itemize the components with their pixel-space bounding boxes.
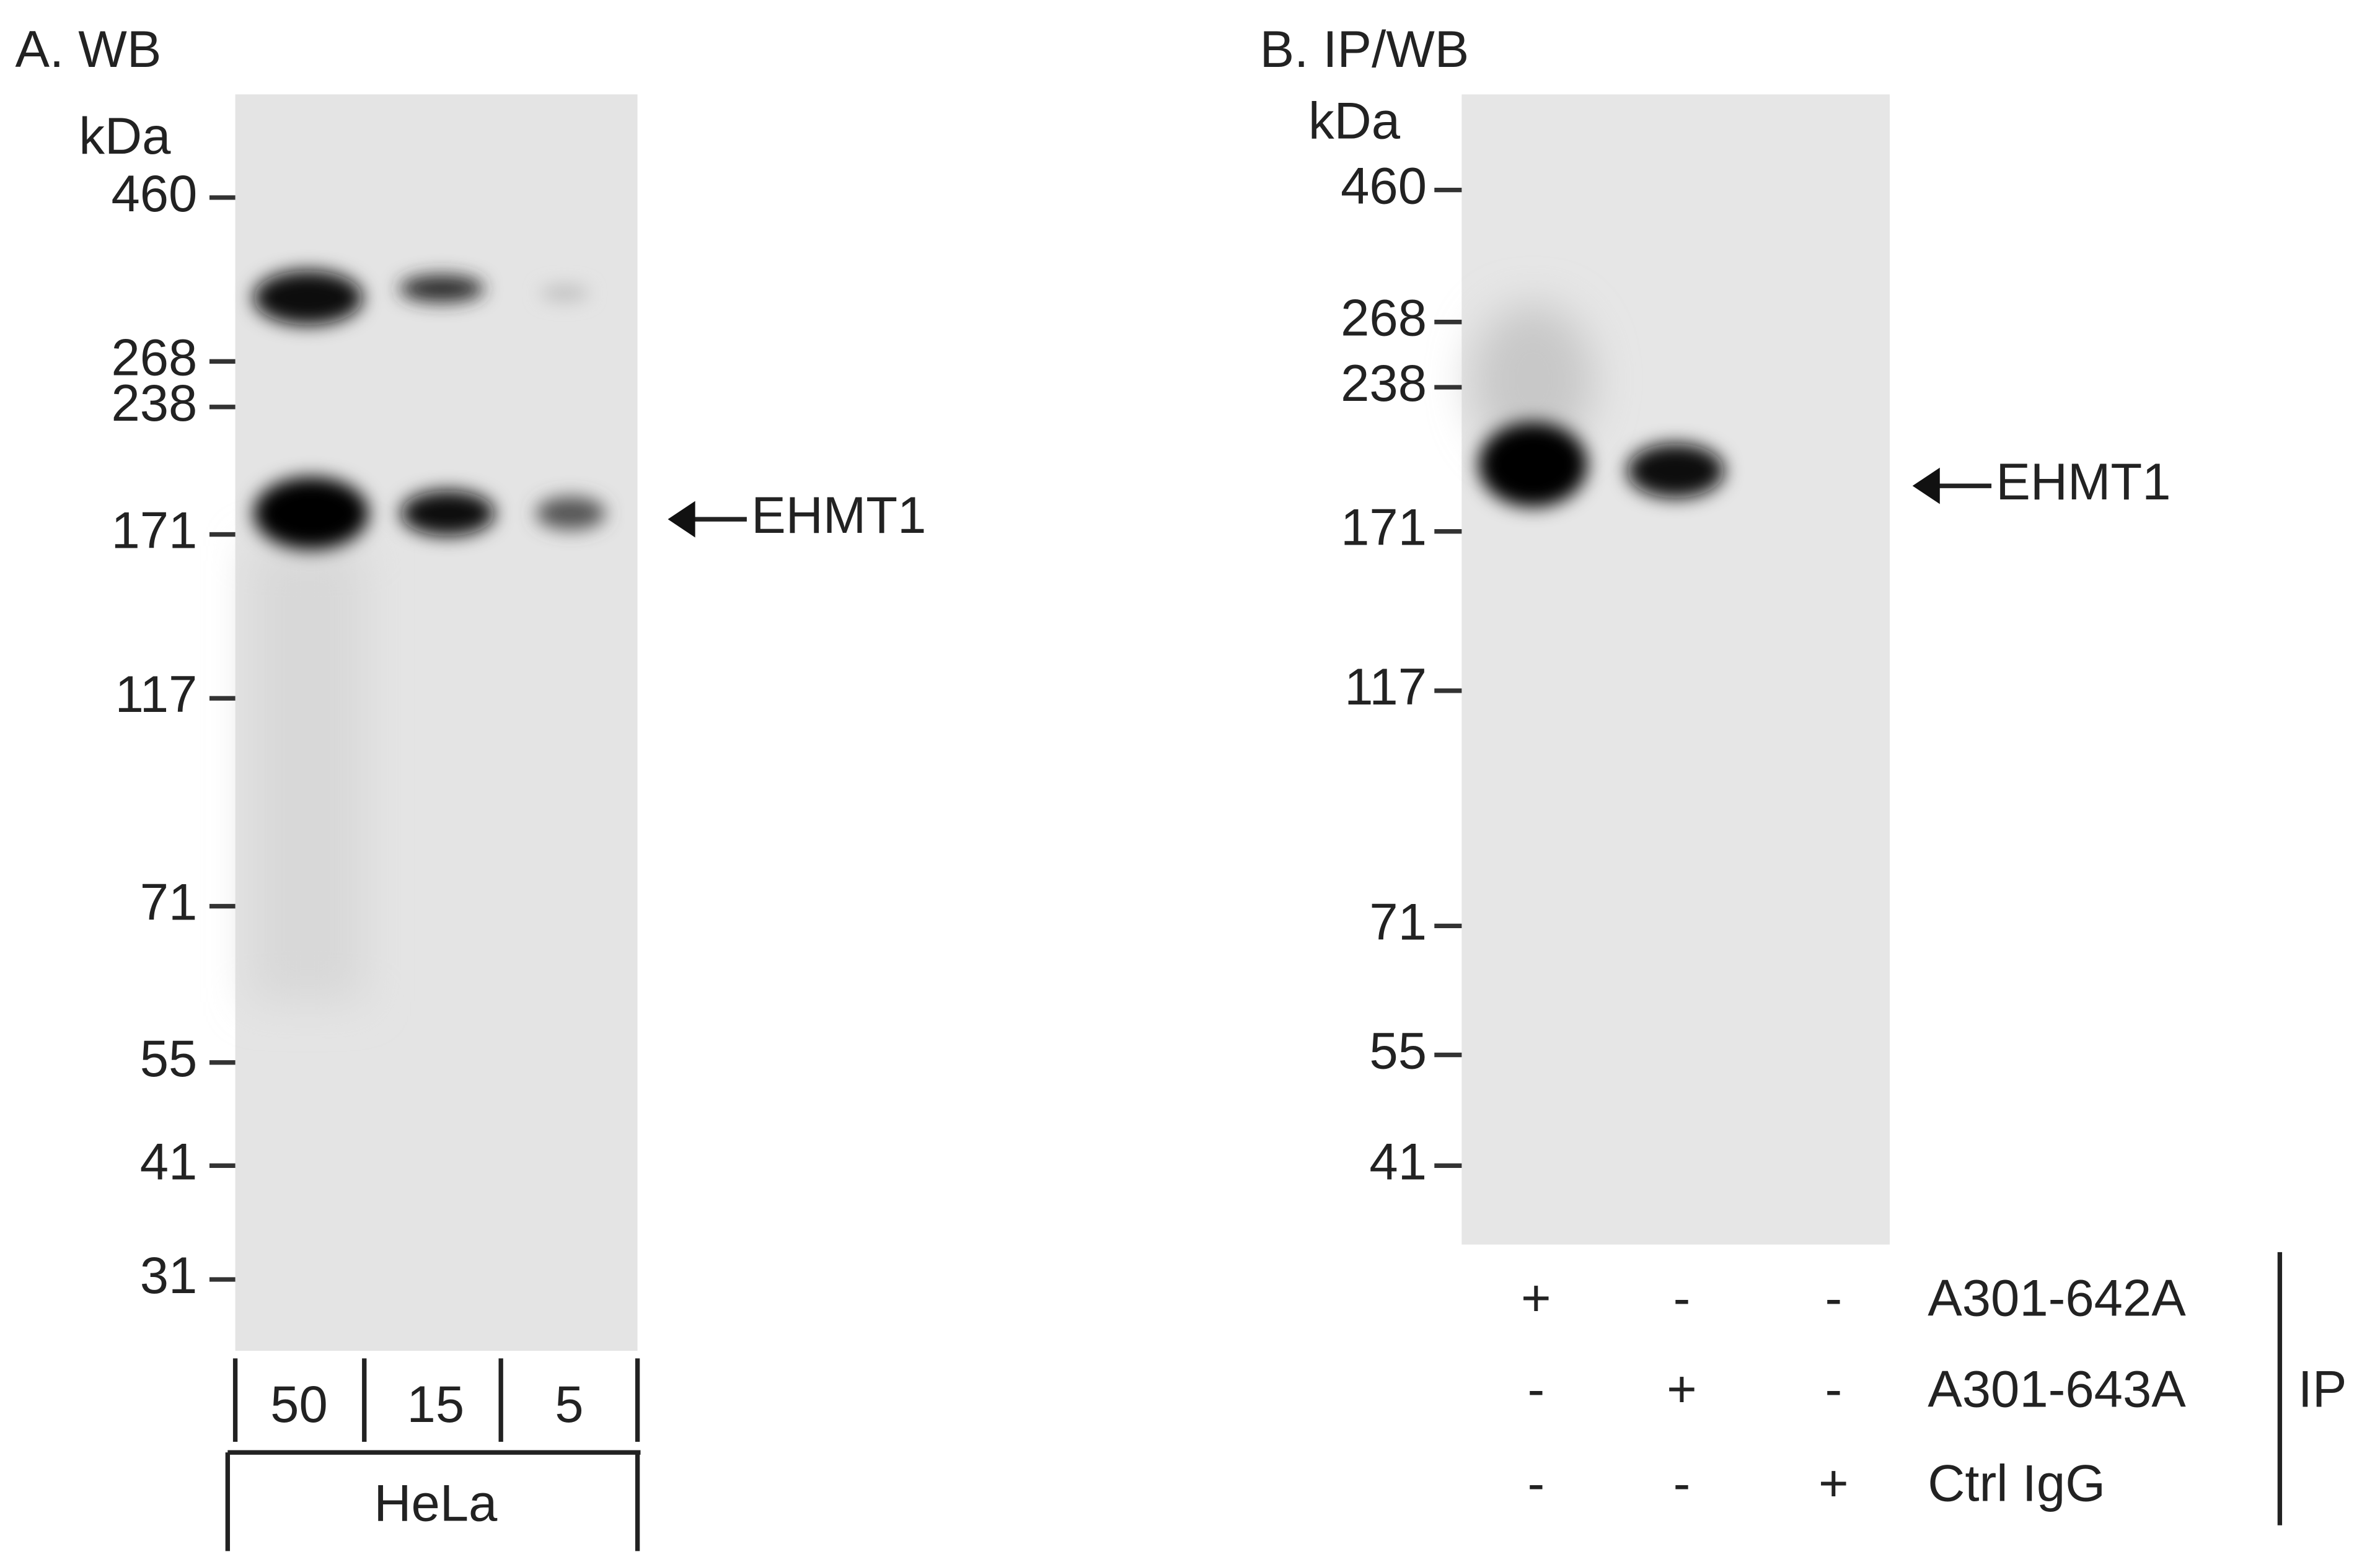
sign: -: [1528, 1361, 1545, 1418]
sign: -: [1673, 1270, 1691, 1327]
target-label: EHMT1: [1996, 453, 2171, 511]
lane-label: 50: [270, 1376, 328, 1433]
marker-label: 31: [140, 1247, 198, 1304]
sign: -: [1673, 1455, 1691, 1512]
gel-b: [1461, 94, 1890, 1245]
target-label: EHMT1: [751, 486, 926, 544]
band: [1627, 443, 1725, 498]
row-label: A301-642A: [1928, 1270, 2186, 1327]
arrows: [668, 467, 1992, 538]
group-label: IP: [2298, 1361, 2347, 1418]
marker-label: 460: [111, 165, 197, 222]
unit-label: kDa: [79, 107, 171, 165]
marker-label: 460: [1341, 157, 1427, 215]
panel-title: B. IP/WB: [1260, 20, 1470, 78]
lane-label: 15: [407, 1376, 465, 1433]
band: [536, 496, 606, 530]
band: [253, 476, 369, 550]
marker-label: 71: [140, 874, 198, 931]
bands-b: [1478, 422, 1725, 507]
marker-label: 268: [111, 328, 197, 386]
row-label: A301-643A: [1928, 1361, 2186, 1418]
sign: +: [1521, 1270, 1551, 1327]
bands-a: [253, 270, 606, 550]
sign: +: [1818, 1455, 1849, 1512]
band: [400, 490, 495, 536]
panel-title: A. WB: [15, 20, 161, 78]
arrow-head: [1912, 467, 1940, 504]
smear: [1472, 304, 1594, 456]
sign: -: [1528, 1455, 1545, 1512]
marker-label: 171: [111, 502, 197, 559]
arrow-head: [668, 501, 695, 538]
marker-label: 117: [1344, 658, 1427, 716]
marker-label: 117: [115, 665, 198, 723]
marker-label: 238: [111, 374, 197, 432]
sign: -: [1825, 1361, 1843, 1418]
band: [1478, 422, 1588, 507]
smear: [250, 546, 364, 1002]
marker-label: 41: [1369, 1133, 1427, 1190]
marker-label: 41: [140, 1133, 198, 1190]
marker-label: 268: [1341, 289, 1427, 347]
marker-label: 171: [1341, 499, 1427, 556]
marker-label: 71: [1369, 893, 1427, 950]
band: [253, 270, 363, 325]
sample-label: HeLa: [374, 1474, 498, 1532]
marker-label: 238: [1341, 354, 1427, 412]
sign: +: [1667, 1361, 1697, 1418]
row-label: Ctrl IgG: [1928, 1455, 2105, 1512]
marker-label: 55: [140, 1030, 198, 1087]
unit-label: kDa: [1308, 92, 1401, 149]
band: [540, 285, 589, 301]
lane-lines: [225, 1252, 2283, 1551]
sign: -: [1825, 1270, 1843, 1327]
marker-label: 55: [1369, 1022, 1427, 1080]
lane-label: 5: [555, 1376, 583, 1433]
band: [399, 274, 485, 302]
